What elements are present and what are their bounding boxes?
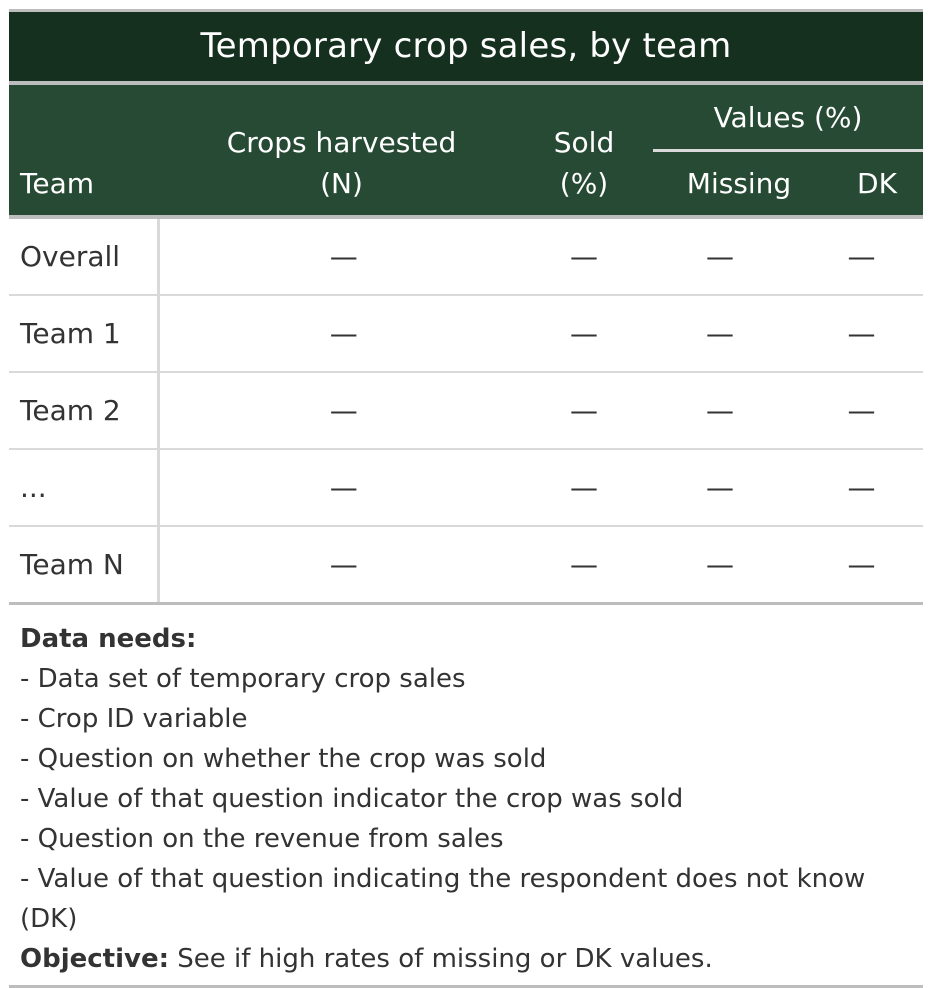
cell-dk: —	[800, 295, 923, 373]
data-needs-item: - Question on the revenue from sales	[20, 824, 504, 854]
objective-text: See if high rates of missing or DK value…	[169, 944, 713, 974]
cell-dk: —	[800, 219, 923, 296]
data-needs-item: - Crop ID variable	[20, 704, 248, 734]
header-values-spanner: Values (%)	[713, 101, 863, 134]
data-needs-item: - Value of that question indicating the …	[20, 864, 866, 934]
cell-missing: —	[640, 219, 800, 296]
cell-sold: —	[528, 295, 640, 373]
cell-crops: —	[158, 295, 528, 373]
objective-label: Objective:	[20, 944, 169, 974]
crop-sales-table: Temporary crop sales, by team Team Crops…	[9, 9, 923, 988]
cell-missing: —	[640, 372, 800, 450]
row-team-label: Team 1	[9, 295, 160, 373]
table-row: Overall — — — —	[9, 219, 923, 296]
table-row: Team 1 — — — —	[9, 295, 923, 373]
cell-sold: —	[528, 372, 640, 450]
title-separator	[9, 81, 923, 85]
table-header: Team Crops harvested (N) Sold (%) Values…	[9, 85, 923, 215]
header-crops-line2: (N)	[320, 167, 363, 200]
cell-dk: —	[800, 372, 923, 450]
header-sold-line2: (%)	[559, 167, 609, 200]
cell-crops: —	[158, 526, 528, 605]
cell-missing: —	[640, 295, 800, 373]
cell-crops: —	[158, 219, 528, 296]
cell-sold: —	[528, 449, 640, 527]
header-missing: Missing	[686, 167, 792, 200]
table-row: Team 2 — — — —	[9, 372, 923, 450]
header-crops-line1: Crops harvested	[226, 126, 457, 159]
cell-crops: —	[158, 449, 528, 527]
data-needs-item: - Value of that question indicator the c…	[20, 784, 684, 814]
cell-sold: —	[528, 526, 640, 605]
header-bottom-rule	[9, 215, 923, 219]
row-team-label: Team N	[9, 526, 160, 605]
table-title: Temporary crop sales, by team	[9, 12, 923, 81]
cell-missing: —	[640, 449, 800, 527]
row-team-label: Overall	[9, 219, 160, 296]
cell-sold: —	[528, 219, 640, 296]
data-needs-item: - Data set of temporary crop sales	[20, 664, 466, 694]
table-row: Team N — — — —	[9, 526, 923, 605]
spanner-underline	[653, 149, 923, 152]
data-needs-item: - Question on whether the crop was sold	[20, 744, 547, 774]
table-body: Overall — — — — Team 1 — — — — Team 2 — …	[9, 219, 923, 605]
cell-dk: —	[800, 526, 923, 605]
cell-missing: —	[640, 526, 800, 605]
table-row: ... — — — —	[9, 449, 923, 527]
data-needs-heading: Data needs:	[20, 624, 197, 654]
row-team-label: ...	[9, 449, 160, 527]
table-notes: Data needs: - Data set of temporary crop…	[9, 605, 923, 979]
top-rule	[9, 9, 923, 12]
row-team-label: Team 2	[9, 372, 160, 450]
cell-dk: —	[800, 449, 923, 527]
header-team: Team	[20, 167, 95, 200]
cell-crops: —	[158, 372, 528, 450]
header-sold-line1: Sold	[553, 126, 615, 159]
objective-line: Objective: See if high rates of missing …	[20, 939, 912, 979]
header-dk: DK	[857, 167, 897, 200]
